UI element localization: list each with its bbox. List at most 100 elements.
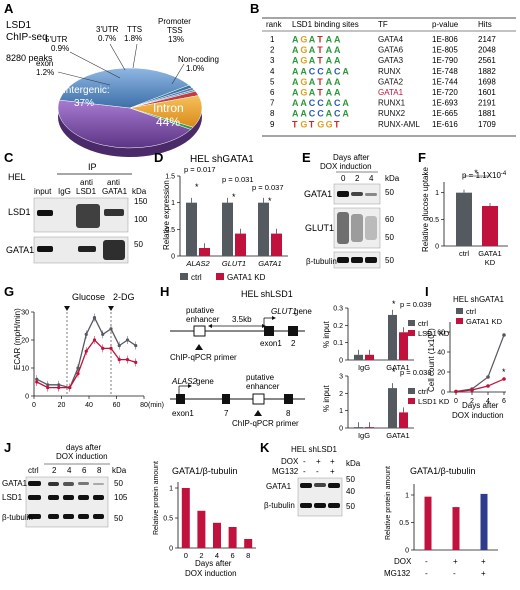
injection-arrow [64,306,70,311]
k-title: HEL shLSD1 [291,445,338,454]
h-dist: 3.5kb [232,315,252,324]
bar-ctrl [456,192,472,246]
motif-letter: T [309,119,315,129]
pie-value-promoter: 13% [168,35,184,44]
pie-slice-noncoding [129,107,194,130]
table-rank: 7 [270,99,275,108]
legend-swatch-ctrl [408,388,415,394]
panel-h: H HEL shLSD1 putative enhancer 3.5kb GLU… [160,284,450,440]
k-marker-2: 40 [346,487,355,496]
y-tick-label: 10 [21,366,29,373]
panel-f: F Relative glucose uptake p = 1.1X10-4 0… [418,150,508,267]
motif-letter: A [326,45,333,55]
y-tick-label: 0.5 [399,520,409,527]
legend-swatch-ctrl [456,308,463,314]
e-marker-glut-extra: 60 [385,215,394,224]
panel-label-a: A [4,1,14,16]
data-point [486,375,490,379]
j-ylabel: Relative protein amount [153,461,160,535]
y-tick-label: 1 [169,486,173,493]
e-title-2: DOX induction [320,162,372,171]
panel-c: C HEL IP input IgG anti LSD1 anti GATA1 … [4,150,148,264]
k-kda: kDa [346,459,361,468]
y-tick-label: 0 [25,394,29,401]
legend-ctrl: ctrl [191,273,202,282]
motif-letter: A [292,66,299,76]
h-title: HEL shLSD1 [241,289,293,299]
panel-label-g: G [4,284,14,299]
e-row-gata1: GATA1 [304,189,332,199]
bar [228,527,237,548]
y-tick-label: 60 [437,330,445,337]
e-marker-3: 50 [385,256,394,265]
g-ylabel: ECAR (mpH/min) [13,308,22,370]
y-tick-label: 20 [21,338,29,345]
motif-letter: C [334,109,341,119]
j-chart-title: GATA1/β-tubulin [172,466,237,476]
motif-letter: A [334,88,341,98]
motif-letter: A [326,109,333,119]
panel-label-c: C [4,150,14,165]
motif-letter: C [334,66,341,76]
motif-letter: G [300,77,307,87]
table-hits: 1601 [478,88,496,97]
c-lane-lsd1b: LSD1 [76,187,97,196]
pie-value-5utr: 0.9% [51,44,69,53]
c-ip-label: IP [88,162,97,172]
motif-letter: T [317,88,323,98]
bar-ctrl [354,354,363,360]
motif-letter: A [300,98,307,108]
bar-GATA1 KD [235,233,246,256]
table-header-tf: TF [378,20,388,29]
motif-letter: A [292,45,299,55]
k-chart-mg: MG132 [384,569,411,578]
motif-letter: T [317,56,323,66]
legend-kd: GATA1 KD [227,273,266,282]
table-rank: 6 [270,88,275,97]
y-tick-label: 20 [437,370,445,377]
k-chart-dox-3: + [481,557,486,566]
h-eight: 8 [286,409,291,418]
table-rank: 3 [270,56,275,65]
j-lane-ctrl: ctrl [28,466,39,475]
panel-k: K HEL shLSD1 DOX MG132 - + + - - + kDa G… [260,440,498,578]
motif-letter: T [317,35,323,45]
bar-LSD1 KD [365,427,374,428]
j-lane-4: 4 [67,466,72,475]
bar-LSD1 KD [399,332,408,360]
motif-letter: C [309,109,316,119]
pie-slice-intron [57,99,192,149]
legend-ctrl: ctrl [418,387,428,396]
table-rank: 5 [270,77,275,86]
table-hits: 2147 [478,35,496,44]
pie-label-noncoding: Non-coding [178,55,219,64]
x-tick-label: 6 [231,551,235,560]
bar-GATA1 KD [482,206,498,246]
motif-letter: A [342,98,349,108]
k-mg-1: - [303,467,306,476]
bar-GATA1 KD [199,248,210,256]
y-tick-label: 0 [441,390,445,397]
bar-ctrl [388,314,397,360]
panel-d: D HEL shGATA1 Relative expression 0 0.5 1 1… [154,150,288,282]
motif-letter: A [292,77,299,87]
x-tick-label: 0 [184,551,188,560]
g-2dg-label: 2-DG [113,292,135,302]
series-line-GATA1 KD [455,378,505,393]
motif-letter: A [292,98,299,108]
bar-ctrl [186,202,197,256]
motif-letter: A [292,56,299,66]
legend-swatch-ctrl [180,273,188,280]
panel-label-f: F [418,150,426,165]
pie-chart [57,67,203,157]
c-row-gata1: GATA1 [6,245,34,255]
pie-title-1: LSD1 [6,20,31,31]
c-marker-50: 50 [134,240,143,249]
panel-label-b: B [250,1,259,16]
legend-swatch-kd [456,318,463,324]
motif-letter: A [326,88,333,98]
legend-swatch-ctrl [408,320,415,326]
motif-letter: A [292,88,299,98]
data-point [502,333,506,337]
